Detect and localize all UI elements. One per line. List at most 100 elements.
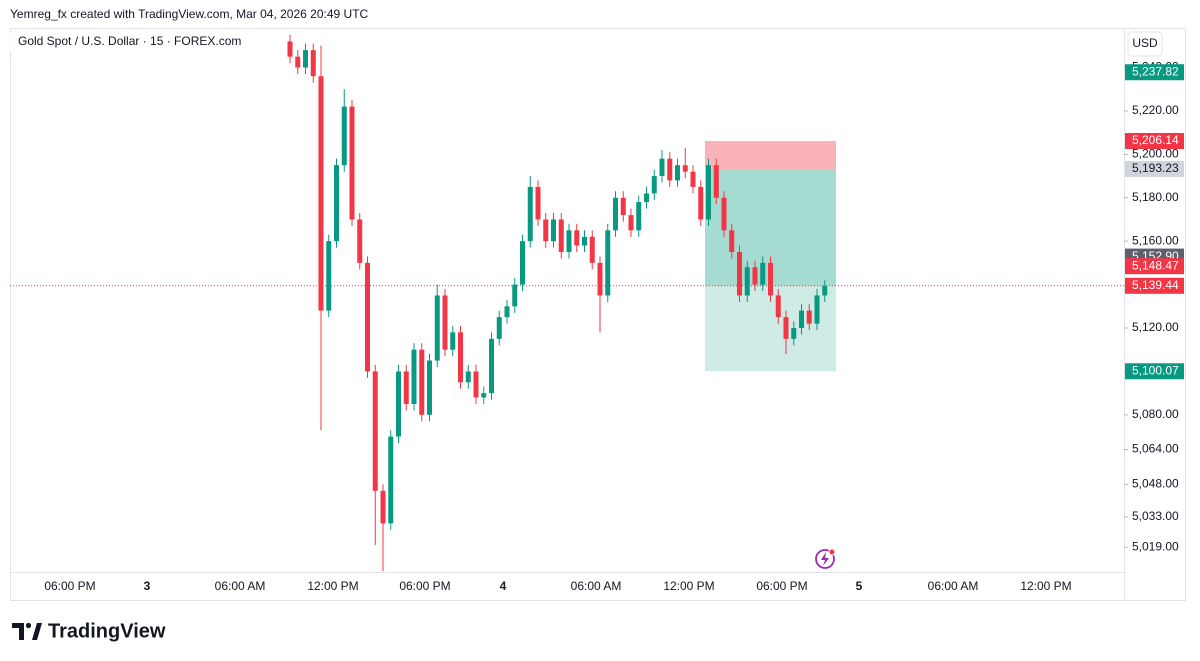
candle-body bbox=[721, 197, 727, 231]
price-label-bg bbox=[1125, 133, 1184, 150]
candle-body bbox=[504, 306, 510, 318]
candle-body bbox=[737, 252, 742, 296]
candle-body bbox=[713, 165, 719, 198]
candle-body bbox=[419, 349, 425, 415]
price-label: 5,139.44 bbox=[1132, 278, 1179, 292]
x-tick-label: 12:00 PM bbox=[663, 579, 714, 593]
y-tick-label: 5,080.00 bbox=[1132, 407, 1179, 421]
y-tick-label: 5,160.00 bbox=[1132, 233, 1179, 247]
y-tick-label: 5,064.00 bbox=[1132, 442, 1179, 456]
candle-body bbox=[287, 41, 293, 57]
symbol-title: Gold Spot / U.S. Dollar · 15 · FOREX.com bbox=[18, 34, 241, 48]
candle-body bbox=[535, 186, 541, 220]
candle-body bbox=[651, 176, 657, 194]
stop-zone bbox=[705, 141, 836, 170]
candle-body bbox=[357, 219, 363, 263]
x-tick-label: 12:00 PM bbox=[1020, 579, 1071, 593]
legend-bg bbox=[10, 32, 260, 52]
candle-body bbox=[706, 165, 711, 220]
price-label-bg bbox=[1125, 363, 1184, 380]
candle-body bbox=[744, 267, 750, 296]
x-tick-label: 06:00 AM bbox=[928, 579, 979, 593]
candle-body bbox=[481, 393, 487, 398]
candle-body bbox=[411, 349, 417, 404]
candle-body bbox=[574, 230, 580, 246]
candle-body bbox=[760, 262, 766, 285]
candle-body bbox=[613, 197, 618, 231]
candle-body bbox=[326, 241, 332, 311]
candle-body bbox=[620, 197, 626, 216]
candle-body bbox=[589, 236, 595, 263]
attribution: Yemreg_fx created with TradingView.com, … bbox=[10, 7, 369, 21]
price-label-bg bbox=[1125, 64, 1184, 81]
candle-body bbox=[799, 310, 804, 329]
candle-body bbox=[427, 360, 432, 415]
candle-body bbox=[442, 295, 448, 350]
candle-body bbox=[605, 230, 611, 296]
price-label: 5,206.14 bbox=[1132, 133, 1179, 147]
candle-body bbox=[551, 219, 556, 242]
candle-body bbox=[566, 230, 572, 253]
candle-body bbox=[520, 241, 525, 285]
candle-body bbox=[489, 338, 494, 394]
x-tick-label: 06:00 PM bbox=[399, 579, 450, 593]
candle-body bbox=[659, 158, 665, 177]
candle-body bbox=[349, 106, 355, 220]
candle-body bbox=[682, 165, 688, 172]
candle-body bbox=[388, 436, 394, 524]
candle-body bbox=[558, 219, 564, 253]
y-tick-label: 5,180.00 bbox=[1132, 190, 1179, 204]
price-label: 5,100.07 bbox=[1132, 363, 1179, 377]
x-tick-label: 12:00 PM bbox=[307, 579, 358, 593]
candle-body bbox=[341, 106, 347, 166]
candle-body bbox=[597, 262, 603, 296]
y-tick-label: 5,033.00 bbox=[1132, 509, 1179, 523]
currency[interactable]: USD bbox=[1132, 36, 1158, 50]
candle-body bbox=[628, 215, 634, 231]
candle-body bbox=[380, 490, 386, 524]
candle-body bbox=[729, 230, 735, 253]
candle-body bbox=[775, 295, 781, 318]
candle-body bbox=[295, 56, 301, 68]
candle-body bbox=[403, 371, 409, 404]
candle-body bbox=[458, 332, 463, 383]
candle-body bbox=[372, 371, 378, 491]
alert-icon[interactable] bbox=[815, 548, 836, 569]
candle-body bbox=[582, 236, 587, 246]
x-tick-label: 06:00 PM bbox=[756, 579, 807, 593]
candle-body bbox=[318, 76, 324, 311]
candle-body bbox=[465, 371, 471, 383]
price-label: 5,193.23 bbox=[1132, 161, 1179, 175]
x-tick-label: 06:00 AM bbox=[215, 579, 266, 593]
candle-body bbox=[365, 262, 370, 372]
currency-button[interactable] bbox=[1127, 31, 1163, 57]
x-tick-label: 5 bbox=[856, 579, 863, 593]
brand-logo bbox=[12, 622, 42, 640]
candle-body bbox=[527, 186, 533, 242]
candle-body bbox=[791, 328, 797, 339]
candle-body bbox=[450, 332, 456, 350]
candle-body bbox=[636, 202, 642, 231]
x-tick-label: 3 bbox=[144, 579, 151, 593]
candle-body bbox=[644, 193, 649, 203]
chart-frame bbox=[10, 28, 1186, 601]
candle-body bbox=[310, 50, 316, 77]
y-tick-label: 5,120.00 bbox=[1132, 320, 1179, 334]
x-tick-label: 06:00 PM bbox=[44, 579, 95, 593]
y-tick-label: 5,019.00 bbox=[1132, 539, 1179, 553]
candle-body bbox=[543, 219, 549, 242]
candle-body bbox=[822, 285, 828, 296]
price-label-bg bbox=[1125, 277, 1184, 294]
candle-body bbox=[783, 317, 789, 339]
x-tick-label: 4 bbox=[500, 579, 507, 593]
y-tick-label: 5,220.00 bbox=[1132, 103, 1179, 117]
candle-body bbox=[814, 295, 820, 324]
candle-body bbox=[512, 284, 518, 307]
price-label-bg bbox=[1125, 161, 1184, 178]
candle-body bbox=[667, 158, 673, 181]
candle-body bbox=[396, 371, 401, 437]
y-tick-label: 5,200.00 bbox=[1132, 147, 1179, 161]
candle-body bbox=[752, 267, 758, 285]
candle-body bbox=[434, 295, 440, 361]
